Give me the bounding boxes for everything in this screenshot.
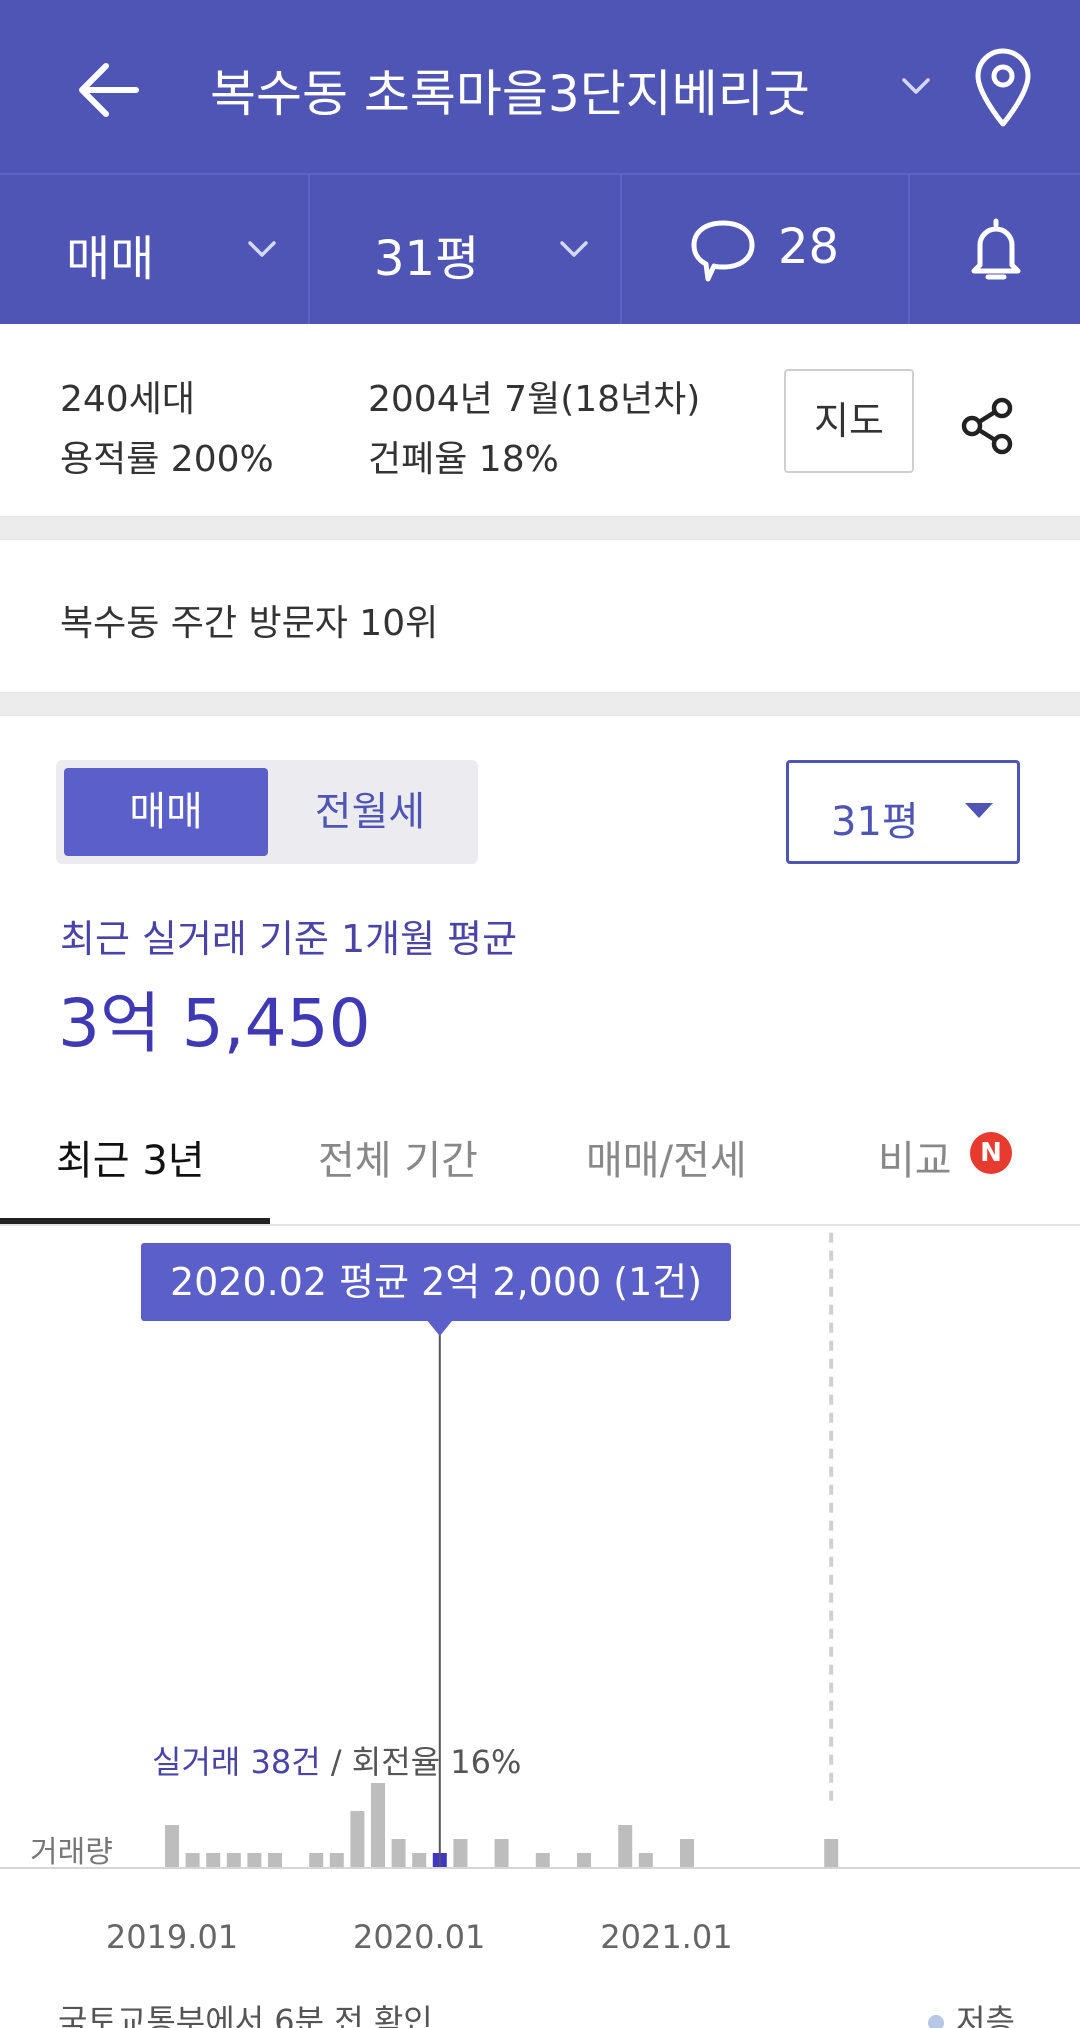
x-tick-label: 2020.01 [353, 1918, 485, 1956]
legend-dot [928, 2015, 944, 2028]
volume-bar [309, 1853, 324, 1867]
visitor-rank-row[interactable]: 복수동 주간 방문자 10위 [0, 540, 1080, 692]
area-label: 31평 [374, 231, 480, 287]
section-divider [0, 692, 1080, 716]
location-pin-icon[interactable] [968, 48, 1038, 128]
header-title-row: 복수동 초록마을3단지베리굿 [0, 0, 1080, 175]
volume-label: 거래량 [30, 1835, 113, 1870]
x-tick-label: 2019.01 [106, 1918, 238, 1956]
area-dropdown[interactable]: 31평 [310, 175, 622, 324]
size-select-value: 31평 [831, 799, 919, 845]
notification-button[interactable] [910, 175, 1080, 324]
tab-sale-jeonse[interactable]: 매매/전세 [586, 1138, 747, 1184]
volume-bar [412, 1853, 427, 1867]
average-price-label: 최근 실거래 기준 1개월 평균 [60, 917, 518, 961]
data-source-note: 국토교통부에서 6분 전 확인 [58, 2002, 433, 2028]
segment-rent[interactable]: 전월세 [314, 789, 426, 835]
volume-bar [577, 1853, 591, 1867]
map-button[interactable]: 지도 [784, 369, 914, 473]
volume-bar [206, 1853, 221, 1867]
app-header: 복수동 초록마을3단지베리굿 매매 31평 28 [0, 0, 1080, 324]
tooltip-text: 2020.02 평균 2억 2,000 (1건) [170, 1260, 702, 1304]
period-tabs: 최근 3년 전체 기간 매매/전세 비교 N [0, 1090, 1080, 1226]
trade-type-label: 매매 [66, 231, 155, 287]
legend-label: 저층 [956, 2002, 1015, 2028]
visitor-rank-text: 복수동 주간 방문자 10위 [60, 603, 439, 644]
header-filter-row: 매매 31평 28 [0, 175, 1080, 324]
volume-bar [494, 1839, 509, 1867]
deal-type-toggle: 매매 전월세 [56, 760, 478, 864]
volume-bar [638, 1853, 653, 1867]
complex-info: 240세대 용적률 200% 2004년 7월(18년차) 건폐율 18% 지도 [0, 324, 1080, 516]
size-select[interactable]: 31평 [786, 760, 1020, 864]
transaction-count: 실거래 38건 [152, 1743, 321, 1781]
coverage-ratio: 건폐율 18% [368, 439, 559, 480]
volume-bar [247, 1853, 262, 1867]
active-tab-underline [0, 1218, 270, 1224]
speech-bubble-icon [691, 220, 755, 282]
tab-all-period[interactable]: 전체 기간 [318, 1138, 478, 1184]
tooltip-pointer [426, 1320, 453, 1336]
volume-bar [824, 1839, 839, 1867]
tab-compare[interactable]: 비교 [878, 1138, 952, 1184]
turnover-rate: / 회전율 16% [321, 1743, 522, 1781]
legend-low-floor: 저층 [928, 1996, 1015, 2028]
caret-down-icon [965, 803, 993, 818]
comment-count: 28 [778, 219, 840, 275]
section-divider [0, 516, 1080, 540]
share-icon[interactable] [958, 396, 1018, 456]
volume-bar [268, 1853, 282, 1867]
volume-bar [391, 1839, 406, 1867]
built-year: 2004년 7월(18년차) [368, 379, 701, 420]
volume-bar [535, 1853, 550, 1867]
back-arrow-icon[interactable] [70, 50, 150, 130]
new-badge: N [970, 1132, 1012, 1174]
tooltip-box [141, 1243, 731, 1321]
segment-sale[interactable]: 매매 [64, 768, 268, 856]
chevron-down-icon [560, 241, 588, 257]
comments-button[interactable]: 28 [622, 175, 910, 324]
average-price-value: 3억 5,450 [58, 985, 371, 1062]
volume-bar [226, 1853, 241, 1867]
price-chart[interactable]: 4억3억2억1억거래량2019.012020.012021.012020.02 … [0, 1230, 1080, 2010]
bell-icon [971, 218, 1021, 280]
volume-bar [185, 1853, 200, 1867]
complex-title[interactable]: 복수동 초록마을3단지베리굿 [210, 65, 810, 123]
volume-bar [165, 1825, 179, 1867]
chevron-down-icon[interactable] [896, 66, 936, 106]
households: 240세대 [60, 379, 195, 420]
volume-bar [453, 1839, 468, 1867]
transaction-summary: 실거래 38건 / 회전율 16% [152, 1743, 521, 1781]
x-tick-label: 2021.01 [600, 1918, 732, 1956]
floor-area-ratio: 용적률 200% [60, 439, 274, 480]
volume-bar [350, 1811, 365, 1867]
volume-bar [618, 1825, 633, 1867]
volume-bar [680, 1839, 694, 1867]
chevron-down-icon [248, 241, 276, 257]
trade-type-dropdown[interactable]: 매매 [0, 175, 310, 324]
tab-recent-3y[interactable]: 최근 3년 [56, 1138, 205, 1184]
volume-bar [371, 1783, 385, 1867]
volume-bar [329, 1853, 344, 1867]
